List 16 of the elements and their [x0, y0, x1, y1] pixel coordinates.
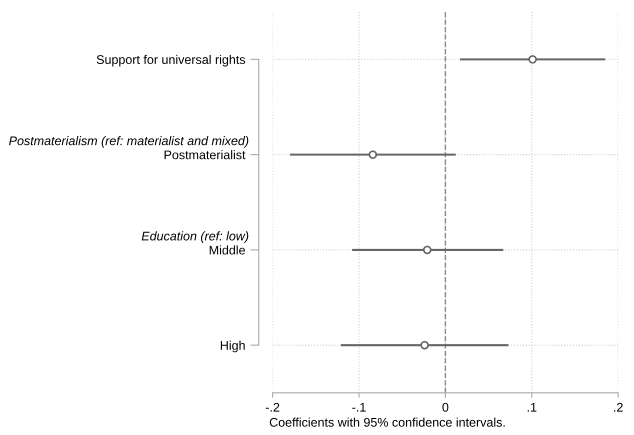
text: Postmaterialism (ref: materialist and mixed) [9, 136, 248, 148]
y-tick-label: Support for universal rights [96, 54, 246, 66]
point [420, 340, 429, 350]
x-axis-title: Coefficients with 95% confidence intervals. [270, 418, 505, 427]
x-tick-label: 0 [442, 402, 448, 412]
y-tick-label: High [220, 340, 245, 352]
point [422, 246, 432, 254]
y-tick-label: Postmaterialist [164, 150, 246, 160]
y-tick-label: Middle [210, 245, 245, 255]
x-tick-label: -.1 [352, 402, 366, 412]
x-tick-label: .2 [614, 402, 623, 412]
point [528, 55, 537, 64]
point [368, 150, 378, 159]
x-tick-label: -.2 [266, 402, 280, 412]
text: Education (ref: low) [142, 231, 248, 243]
x-tick-label: .1 [528, 402, 536, 412]
